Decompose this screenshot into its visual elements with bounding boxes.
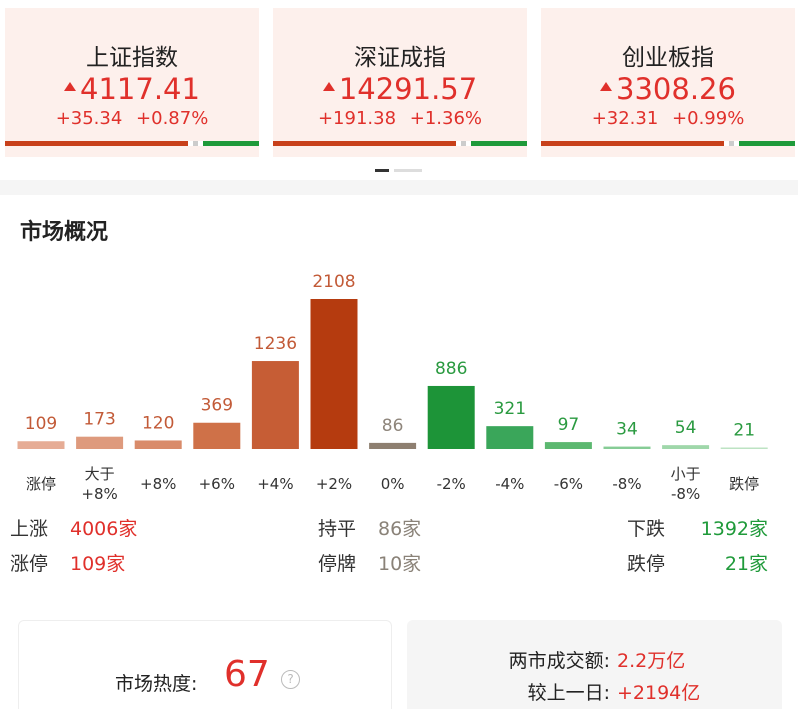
heat-card[interactable]: 市场热度: 67 ?	[18, 620, 392, 709]
bar	[251, 361, 299, 449]
change: +32.31	[591, 108, 659, 129]
value-label: 369	[201, 396, 233, 416]
index-card[interactable]: 上证指数 4117.41 +35.34 +0.87%	[5, 8, 259, 157]
value-label: 886	[435, 359, 467, 379]
category-label: 小于 -8%	[670, 465, 701, 503]
index-value: 3308.26	[541, 72, 795, 106]
stat-label: 下跌	[627, 518, 666, 540]
page-dot	[394, 169, 422, 172]
section-title: 市场概况	[20, 220, 109, 245]
stat-value: 10家	[378, 553, 422, 575]
category-label: +2%	[315, 475, 353, 493]
category-label: 0%	[380, 475, 405, 493]
pct: +0.87%	[136, 108, 209, 129]
category-label: 大于 +8%	[81, 465, 118, 503]
category-label: -6%	[553, 475, 583, 493]
bar	[427, 385, 475, 449]
index-name: 深证成指	[354, 45, 446, 71]
value-label: 54	[675, 418, 697, 438]
compare-label: 较上一日:	[527, 682, 610, 704]
ratio-bar	[5, 141, 259, 146]
ratio-bar	[273, 141, 527, 146]
value-label: 34	[616, 420, 638, 440]
turnover-label: 两市成交额:	[508, 650, 610, 672]
value-label: 109	[25, 414, 57, 434]
heat-value: 67	[224, 654, 270, 695]
stat-value: 21家	[724, 553, 768, 575]
bar	[193, 422, 241, 449]
pct: +1.36%	[409, 108, 483, 129]
stat-value: 4006家	[70, 518, 138, 540]
separator	[0, 180, 798, 195]
turnover-value: 2.2万亿	[617, 650, 686, 672]
page-dot	[375, 169, 389, 172]
bar	[17, 441, 65, 449]
category-label: +6%	[198, 475, 235, 493]
value-label: 120	[142, 413, 174, 433]
category-label: -4%	[495, 475, 525, 493]
stat-label: 跌停	[627, 553, 666, 575]
bar	[76, 436, 124, 449]
bar	[662, 445, 710, 449]
index-value: 14291.57	[273, 72, 527, 106]
stat-value: 1392家	[700, 518, 768, 540]
distribution-chart: 109 173 120 369 1236 2108 86 886 321 97 34 54 21	[17, 272, 768, 449]
category-label: 跌停	[729, 475, 760, 493]
bar	[603, 446, 651, 449]
bar	[310, 299, 358, 449]
pct: +0.99%	[672, 108, 745, 129]
index-card[interactable]: 创业板指 3308.26 +32.31 +0.99%	[541, 8, 795, 157]
value-label: 1236	[254, 334, 297, 354]
stat-label: 涨停	[10, 553, 49, 575]
change: +35.34	[55, 108, 123, 129]
stat-label: 上涨	[10, 518, 49, 540]
category-label: 涨停	[25, 475, 56, 493]
index-card[interactable]: 深证成指 14291.57 +191.38 +1.36%	[273, 8, 527, 157]
compare-value: +2194亿	[617, 682, 701, 704]
stat-value: 109家	[70, 553, 126, 575]
bar	[720, 447, 768, 449]
category-label: -2%	[436, 475, 466, 493]
value-label: 173	[83, 410, 115, 430]
index-change: +191.38 +1.36%	[273, 108, 527, 129]
turnover-card: 两市成交额: 2.2万亿 较上一日: +2194亿	[407, 620, 782, 709]
value-label: 86	[382, 416, 404, 436]
stat-value: 86家	[378, 518, 422, 540]
ratio-bar	[541, 141, 795, 146]
stat-label: 停牌	[318, 553, 357, 575]
value-label: 321	[494, 399, 526, 419]
bar	[486, 426, 534, 449]
index-change: +32.31 +0.99%	[541, 108, 795, 129]
index-name: 创业板指	[622, 45, 714, 71]
change: +191.38	[317, 108, 397, 129]
bar	[134, 440, 182, 449]
help-icon[interactable]: ?	[281, 670, 300, 689]
category-label: -8%	[612, 475, 642, 493]
bar	[544, 442, 592, 449]
value-label: 2108	[312, 272, 355, 292]
category-label: +8%	[140, 475, 177, 493]
index-name: 上证指数	[86, 45, 178, 71]
category-label: +4%	[257, 475, 294, 493]
value-label: 21	[733, 421, 755, 441]
value-label: 97	[558, 415, 580, 435]
heat-label: 市场热度:	[115, 673, 198, 695]
index-value: 4117.41	[5, 72, 259, 106]
bar	[369, 442, 417, 449]
stat-label: 持平	[318, 518, 357, 540]
index-change: +35.34 +0.87%	[5, 108, 259, 129]
